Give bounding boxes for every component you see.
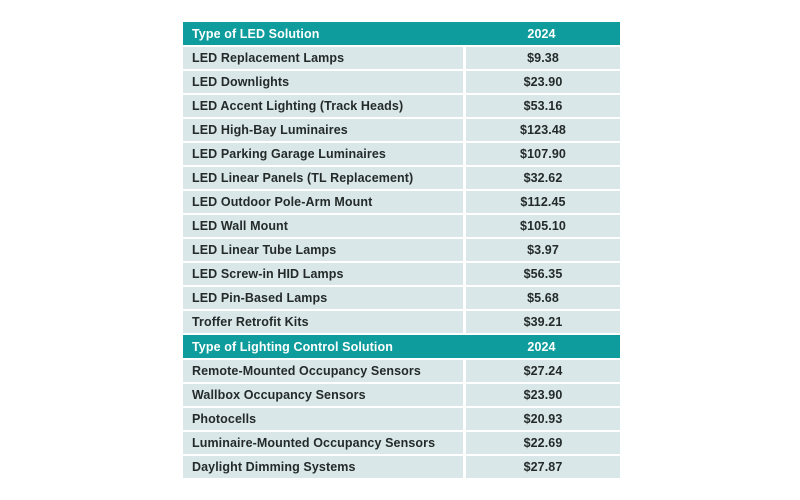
row-label: Troffer Retrofit Kits — [183, 311, 463, 333]
row-label: LED Wall Mount — [183, 215, 463, 237]
table-row: Troffer Retrofit Kits $39.21 — [183, 311, 620, 333]
row-value: $27.87 — [466, 456, 620, 478]
row-label: LED Downlights — [183, 71, 463, 93]
row-label: LED Screw-in HID Lamps — [183, 263, 463, 285]
section-year: 2024 — [527, 339, 556, 354]
row-value: $5.68 — [466, 287, 620, 309]
row-label: Photocells — [183, 408, 463, 430]
table-row: LED Screw-in HID Lamps $56.35 — [183, 263, 620, 285]
row-label: LED Replacement Lamps — [183, 47, 463, 69]
row-value: $23.90 — [466, 71, 620, 93]
table-section-header: Type of LED Solution 2024 — [183, 22, 620, 45]
row-value: $123.48 — [466, 119, 620, 141]
table-row: LED Pin-Based Lamps $5.68 — [183, 287, 620, 309]
row-value: $9.38 — [466, 47, 620, 69]
table-row: Photocells $20.93 — [183, 408, 620, 430]
row-label: LED Outdoor Pole-Arm Mount — [183, 191, 463, 213]
table-row: LED Wall Mount $105.10 — [183, 215, 620, 237]
table-row: LED Replacement Lamps $9.38 — [183, 47, 620, 69]
row-value: $39.21 — [466, 311, 620, 333]
row-label: Luminaire-Mounted Occupancy Sensors — [183, 432, 463, 454]
row-value: $105.10 — [466, 215, 620, 237]
table-row: Wallbox Occupancy Sensors $23.90 — [183, 384, 620, 406]
table-row: Remote-Mounted Occupancy Sensors $27.24 — [183, 360, 620, 382]
row-value: $22.69 — [466, 432, 620, 454]
row-value: $23.90 — [466, 384, 620, 406]
table-row: LED Outdoor Pole-Arm Mount $112.45 — [183, 191, 620, 213]
table-row: LED High-Bay Luminaires $123.48 — [183, 119, 620, 141]
row-value: $53.16 — [466, 95, 620, 117]
table-row: Daylight Dimming Systems $27.87 — [183, 456, 620, 478]
row-label: Remote-Mounted Occupancy Sensors — [183, 360, 463, 382]
row-value: $56.35 — [466, 263, 620, 285]
row-label: LED High-Bay Luminaires — [183, 119, 463, 141]
row-value: $32.62 — [466, 167, 620, 189]
row-label: Wallbox Occupancy Sensors — [183, 384, 463, 406]
row-value: $3.97 — [466, 239, 620, 261]
row-label: LED Pin-Based Lamps — [183, 287, 463, 309]
table-row: LED Linear Panels (TL Replacement) $32.62 — [183, 167, 620, 189]
pricing-table: Type of LED Solution 2024 LED Replacement … — [183, 22, 620, 480]
table-row: Luminaire-Mounted Occupancy Sensors $22.6… — [183, 432, 620, 454]
row-label: Daylight Dimming Systems — [183, 456, 463, 478]
row-label: LED Linear Panels (TL Replacement) — [183, 167, 463, 189]
row-value: $27.24 — [466, 360, 620, 382]
section-year: 2024 — [527, 26, 556, 41]
table-row: LED Parking Garage Luminaires $107.90 — [183, 143, 620, 165]
row-value: $112.45 — [466, 191, 620, 213]
table-section-header: Type of Lighting Control Solution 2024 — [183, 335, 620, 358]
table-row: LED Accent Lighting (Track Heads) $53.16 — [183, 95, 620, 117]
table-row: LED Linear Tube Lamps $3.97 — [183, 239, 620, 261]
row-value: $20.93 — [466, 408, 620, 430]
row-value: $107.90 — [466, 143, 620, 165]
table-row: LED Downlights $23.90 — [183, 71, 620, 93]
row-label: LED Accent Lighting (Track Heads) — [183, 95, 463, 117]
row-label: LED Parking Garage Luminaires — [183, 143, 463, 165]
section-title: Type of Lighting Control Solution — [192, 339, 393, 354]
row-label: LED Linear Tube Lamps — [183, 239, 463, 261]
section-title: Type of LED Solution — [192, 26, 320, 41]
